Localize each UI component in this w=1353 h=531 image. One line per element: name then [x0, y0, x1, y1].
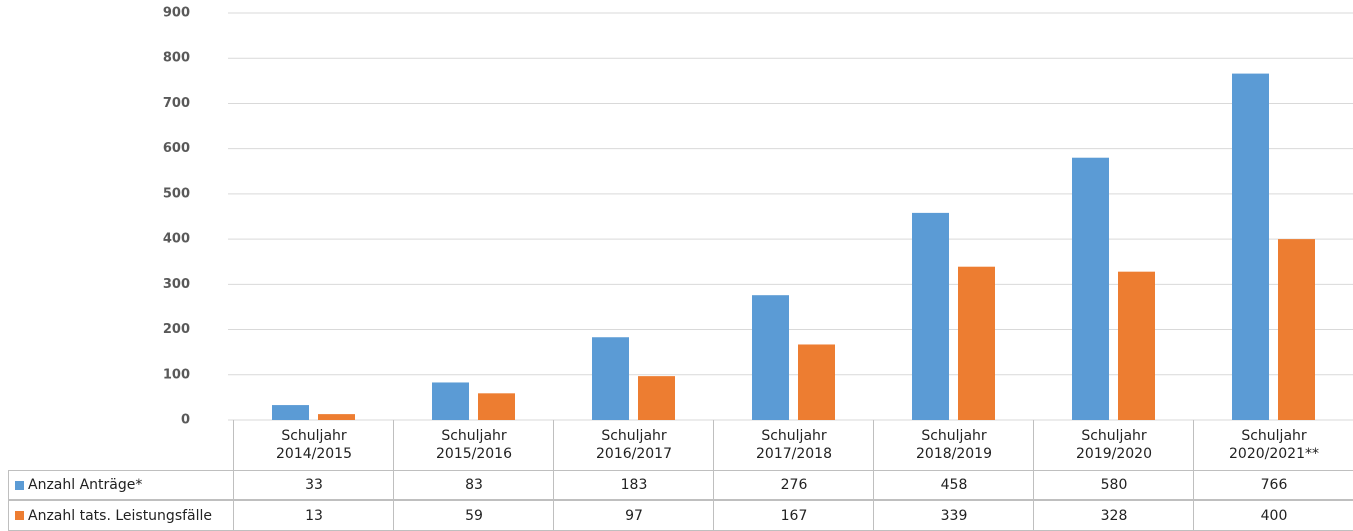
x-tick-label: Schuljahr 2014/2015 — [276, 428, 352, 462]
x-tick-label: Schuljahr 2017/2018 — [756, 428, 832, 462]
table-value: 13 — [233, 500, 394, 531]
table-value: 400 — [1193, 500, 1353, 531]
y-tick-label: 0 — [181, 413, 190, 428]
category-cell: Schuljahr 2016/2017 — [553, 420, 714, 471]
bar — [638, 376, 675, 420]
category-cell: Schuljahr 2019/2020 — [1033, 420, 1194, 471]
table-value: 33 — [233, 470, 394, 500]
x-tick-label: Schuljahr 2019/2020 — [1076, 428, 1152, 462]
legend-entry: Anzahl tats. Leistungsfälle — [8, 500, 234, 531]
bar — [592, 337, 629, 420]
table-value: 276 — [713, 470, 874, 500]
table-value: 328 — [1033, 500, 1194, 531]
bar — [912, 212, 949, 420]
bar — [752, 295, 789, 420]
y-tick-label: 800 — [163, 51, 190, 66]
legend-key — [15, 480, 24, 490]
x-tick-label: Schuljahr 2016/2017 — [596, 428, 672, 462]
y-tick-label: 300 — [163, 277, 190, 292]
y-tick-label: 200 — [163, 322, 190, 337]
bar — [272, 405, 309, 420]
y-tick-label: 400 — [163, 232, 190, 247]
legend-label: Anzahl Anträge* — [28, 477, 143, 493]
table-value: 766 — [1193, 470, 1353, 500]
legend-key — [15, 511, 24, 520]
table-value: 167 — [713, 500, 874, 531]
table-value: 183 — [553, 470, 714, 500]
bar — [958, 266, 995, 420]
x-tick-label: Schuljahr 2018/2019 — [916, 428, 992, 462]
y-tick-label: 600 — [163, 141, 190, 156]
y-tick-label: 900 — [163, 6, 190, 21]
bar — [478, 393, 515, 420]
bar — [318, 414, 355, 420]
table-value: 580 — [1033, 470, 1194, 500]
category-cell: Schuljahr 2015/2016 — [393, 420, 554, 471]
category-cell: Schuljahr 2014/2015 — [233, 420, 394, 471]
table-value: 339 — [873, 500, 1034, 531]
bar — [1232, 73, 1269, 420]
category-cell: Schuljahr 2018/2019 — [873, 420, 1034, 471]
legend-label: Anzahl tats. Leistungsfälle — [28, 507, 213, 524]
table-value: 458 — [873, 470, 1034, 500]
bar — [1278, 239, 1315, 420]
bar — [432, 382, 469, 420]
bar — [798, 344, 835, 420]
table-value: 83 — [393, 470, 554, 500]
bar — [1118, 271, 1155, 420]
y-tick-label: 100 — [163, 367, 190, 382]
x-tick-label: Schuljahr 2015/2016 — [436, 428, 512, 462]
category-cell: Schuljahr 2017/2018 — [713, 420, 874, 471]
table-value: 59 — [393, 500, 554, 531]
y-tick-label: 700 — [163, 96, 190, 111]
y-tick-label: 500 — [163, 186, 190, 201]
table-value: 97 — [553, 500, 714, 531]
category-cell: Schuljahr 2020/2021** — [1193, 420, 1353, 471]
legend-entry: Anzahl Anträge* — [8, 470, 234, 500]
x-tick-label: Schuljahr 2020/2021** — [1229, 428, 1319, 462]
bar — [1072, 157, 1109, 420]
